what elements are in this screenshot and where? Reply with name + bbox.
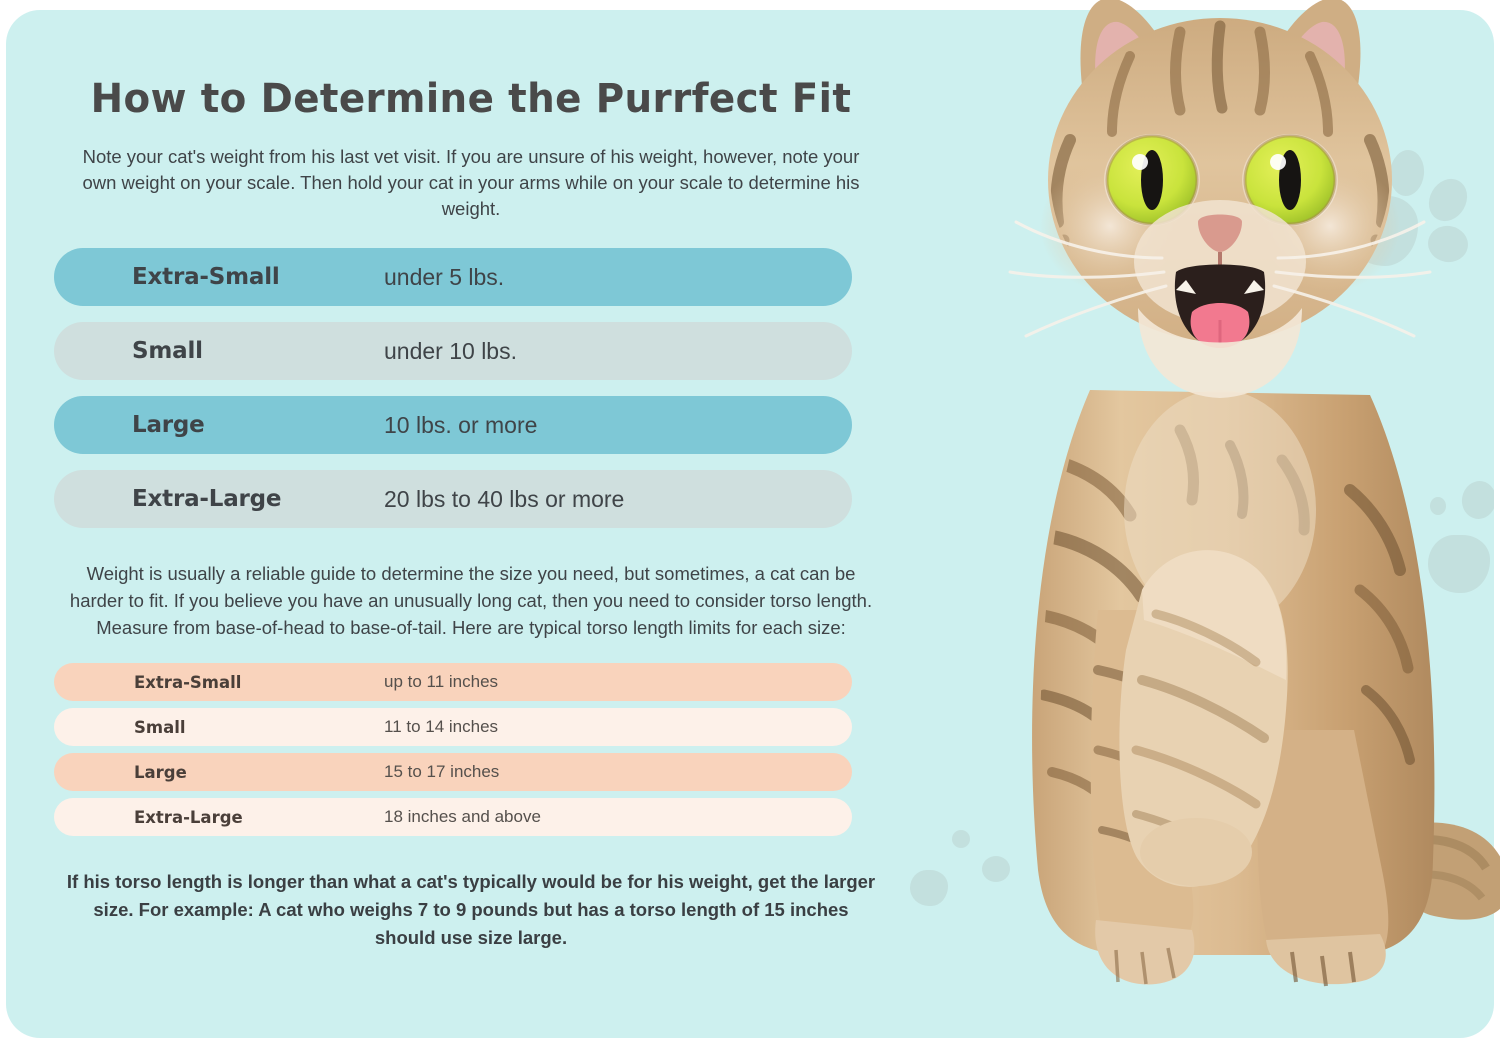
paw-pad bbox=[1428, 535, 1490, 593]
table-row: Extra-Large 18 inches and above bbox=[54, 798, 852, 836]
paw-toe bbox=[1425, 222, 1471, 266]
size-label: Extra-Small bbox=[134, 672, 242, 692]
table-row: Extra-Large 20 lbs to 40 lbs or more bbox=[54, 470, 852, 528]
length-value: 18 inches and above bbox=[384, 807, 541, 826]
table-row: Small 11 to 14 inches bbox=[54, 708, 852, 746]
length-value: up to 11 inches bbox=[384, 672, 499, 691]
weight-value: 20 lbs to 40 lbs or more bbox=[384, 485, 625, 512]
table-row: Large 10 lbs. or more bbox=[54, 396, 852, 454]
infographic-card: How to Determine the Purrfect Fit Note y… bbox=[6, 10, 1494, 1038]
length-value: 15 to 17 inches bbox=[384, 762, 500, 781]
page-title: How to Determine the Purrfect Fit bbox=[90, 76, 852, 122]
paw-print-icon bbox=[1404, 475, 1494, 615]
paw-toe bbox=[1430, 497, 1446, 515]
paw-toe bbox=[952, 830, 970, 848]
table-row: Small under 10 lbs. bbox=[54, 322, 852, 380]
table-row: Extra-Small up to 11 inches bbox=[54, 663, 852, 701]
paw-toe bbox=[982, 856, 1010, 882]
weight-value: under 5 lbs. bbox=[384, 263, 505, 290]
size-label: Small bbox=[132, 338, 203, 364]
size-label: Small bbox=[134, 717, 186, 737]
size-label: Large bbox=[134, 762, 187, 782]
content-column: How to Determine the Purrfect Fit Note y… bbox=[6, 10, 936, 1038]
torso-intro-paragraph: Weight is usually a reliable guide to de… bbox=[69, 563, 873, 638]
torso-length-table: Extra-Small up to 11 inches Small 11 to … bbox=[54, 663, 852, 836]
size-label: Large bbox=[132, 412, 205, 438]
size-label: Extra-Large bbox=[132, 486, 282, 512]
length-value: 11 to 14 inches bbox=[384, 717, 499, 736]
weight-value: 10 lbs. or more bbox=[384, 411, 538, 438]
weight-value: under 10 lbs. bbox=[384, 337, 517, 364]
intro-paragraph: Note your cat's weight from his last vet… bbox=[82, 146, 860, 219]
size-label: Extra-Large bbox=[134, 807, 243, 827]
table-row: Extra-Small under 5 lbs. bbox=[54, 248, 852, 306]
weight-size-table: Extra-Small under 5 lbs. Small under 10 … bbox=[54, 248, 852, 528]
footer-paragraph: If his torso length is longer than what … bbox=[66, 871, 876, 948]
table-row: Large 15 to 17 inches bbox=[54, 753, 852, 791]
paw-toe bbox=[1387, 148, 1427, 198]
paw-pad bbox=[1346, 196, 1418, 266]
paw-toe bbox=[1421, 171, 1475, 229]
size-label: Extra-Small bbox=[132, 264, 280, 290]
paw-toe bbox=[1458, 478, 1494, 522]
paw-toe bbox=[1342, 148, 1388, 202]
paw-print-icon bbox=[1342, 148, 1494, 320]
